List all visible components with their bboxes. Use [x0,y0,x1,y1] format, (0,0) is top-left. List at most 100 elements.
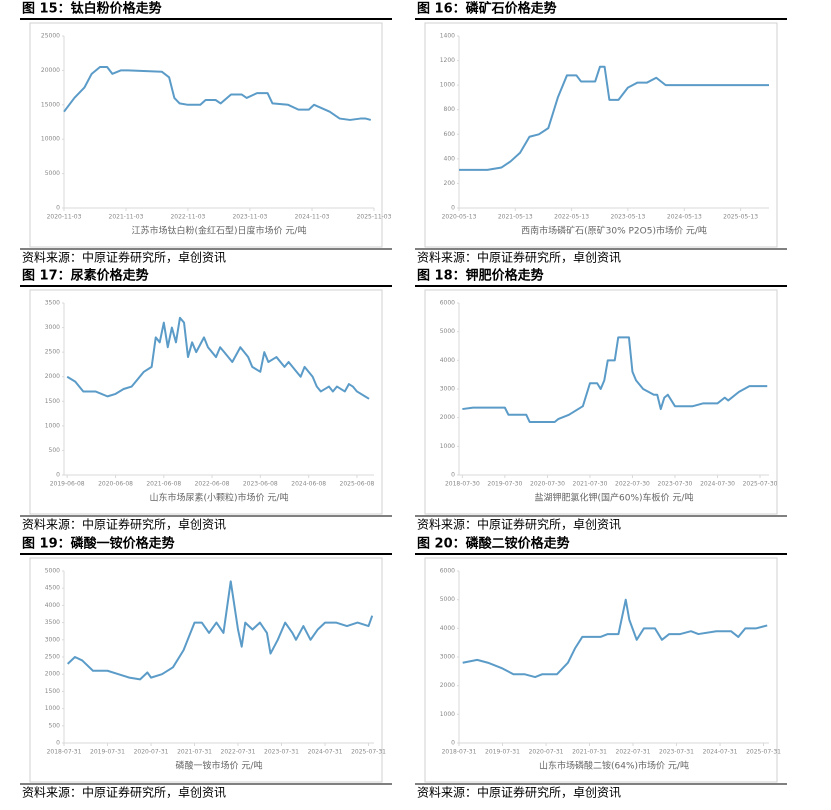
x-tick-label: 2024-11-03 [295,214,330,221]
chart-box [29,289,383,515]
y-tick-label: 500 [49,722,61,729]
x-tick-label: 2024-07-30 [700,481,735,488]
y-tick-label: 800 [444,106,456,113]
y-tick-label: 3500 [45,300,60,307]
y-tick-label: 6000 [440,568,455,575]
x-tick-label: 2023-05-13 [610,214,645,221]
y-tick-label: 2000 [45,373,60,380]
source: 资料来源：中原证券研究所，卓创资讯 [22,250,226,265]
x-axis-caption: 山东市场磷酸二铵(64%)市场价 元/吨 [539,760,689,772]
x-tick-label: 2025-07-31 [351,749,386,756]
y-tick-label: 1000 [440,443,455,450]
chart-box [29,22,383,248]
y-tick-label: 1000 [440,82,455,89]
y-tick-label: 5000 [45,170,60,177]
y-tick-label: 2500 [45,654,60,661]
x-tick-label: 2019-07-30 [487,481,522,488]
x-axis-caption: 山东市场尿素(小颗粒)市场价 元/吨 [150,492,289,504]
y-tick-label: 4000 [440,625,455,632]
x-tick-label: 2025-11-03 [357,214,392,221]
y-tick-label: 0 [56,205,60,212]
x-tick-label: 2025-07-30 [743,481,778,488]
y-tick-label: 3000 [440,654,455,661]
x-tick-label: 2022-07-30 [615,481,650,488]
figure-title: 图 18：钾肥价格走势 [417,268,544,284]
x-tick-label: 2023-07-31 [264,749,299,756]
y-tick-label: 0 [56,472,60,479]
x-axis-caption: 西南市场磷矿石(原矿30% P2O5)市场价 元/吨 [521,225,707,237]
x-axis-caption: 江苏市场钛白粉(金红石型)日度市场价 元/吨 [132,225,307,237]
y-tick-label: 2500 [45,349,60,356]
x-tick-label: 2018-07-31 [47,749,82,756]
x-tick-label: 2019-07-31 [485,749,520,756]
x-tick-label: 2025-07-31 [746,749,781,756]
y-tick-label: 6000 [440,300,455,307]
x-tick-label: 2023-11-03 [232,214,267,221]
y-tick-label: 1000 [45,705,60,712]
y-tick-label: 15000 [41,101,60,108]
y-tick-label: 1000 [440,711,455,718]
y-tick-label: 2000 [440,682,455,689]
chart-box [29,557,383,783]
figure-title: 图 15：钛白粉价格走势 [22,1,162,17]
figure-title: 图 19：磷酸一铵价格走势 [22,536,175,552]
x-tick-label: 2025-06-08 [340,481,375,488]
y-tick-label: 400 [444,155,456,162]
x-tick-label: 2023-06-08 [243,481,278,488]
x-tick-label: 2020-07-31 [529,749,564,756]
x-tick-label: 2023-07-31 [659,749,694,756]
y-tick-label: 3000 [45,324,60,331]
x-tick-label: 2022-07-31 [616,749,651,756]
y-tick-label: 0 [451,472,455,479]
y-tick-label: 0 [451,740,455,747]
price-line [462,598,768,679]
y-tick-label: 25000 [41,33,60,40]
y-tick-label: 4000 [440,357,455,364]
x-tick-label: 2020-07-31 [134,749,169,756]
source: 资料来源：中原证券研究所，卓创资讯 [417,785,621,800]
y-tick-label: 500 [49,447,61,454]
x-tick-label: 2022-11-03 [170,214,205,221]
x-tick-label: 2022-06-08 [195,481,230,488]
price-line [66,316,370,400]
x-tick-label: 2021-07-30 [573,481,608,488]
y-tick-label: 200 [444,180,456,187]
price-line [67,580,374,681]
figure-title: 图 17：尿素价格走势 [22,268,149,284]
x-axis-caption: 盐湖钾肥氯化钾(国产60%)车板价 元/吨 [535,492,694,504]
y-tick-label: 0 [56,740,60,747]
x-tick-label: 2024-07-31 [703,749,738,756]
x-tick-label: 2022-07-31 [221,749,256,756]
x-tick-label: 2019-06-08 [50,481,85,488]
x-tick-label: 2024-07-31 [308,749,343,756]
x-tick-label: 2023-07-30 [658,481,693,488]
x-tick-label: 2020-07-30 [530,481,565,488]
x-tick-label: 2018-07-30 [445,481,480,488]
x-tick-label: 2021-05-13 [498,214,533,221]
y-tick-label: 4500 [45,585,60,592]
x-tick-label: 2022-05-13 [554,214,589,221]
y-tick-label: 4000 [45,602,60,609]
price-line [459,65,769,171]
x-tick-label: 2021-06-08 [146,481,181,488]
y-tick-label: 1500 [45,688,60,695]
source: 资料来源：中原证券研究所，卓创资讯 [417,517,621,532]
y-tick-label: 5000 [440,596,455,603]
price-line [63,65,372,121]
x-tick-label: 2024-05-13 [667,214,702,221]
y-tick-label: 3500 [45,619,60,626]
price-line [462,336,768,423]
y-tick-label: 600 [444,131,456,138]
x-tick-label: 2020-06-08 [98,481,133,488]
y-tick-label: 20000 [41,67,60,74]
y-tick-label: 10000 [41,136,60,143]
y-tick-label: 3000 [440,386,455,393]
y-tick-label: 1500 [45,398,60,405]
x-tick-label: 2021-07-31 [177,749,212,756]
figure-title: 图 16：磷矿石价格走势 [417,1,557,17]
chart-box [424,22,778,248]
x-tick-label: 2021-07-31 [572,749,607,756]
x-tick-label: 2024-06-08 [291,481,326,488]
y-tick-label: 1400 [440,33,455,40]
